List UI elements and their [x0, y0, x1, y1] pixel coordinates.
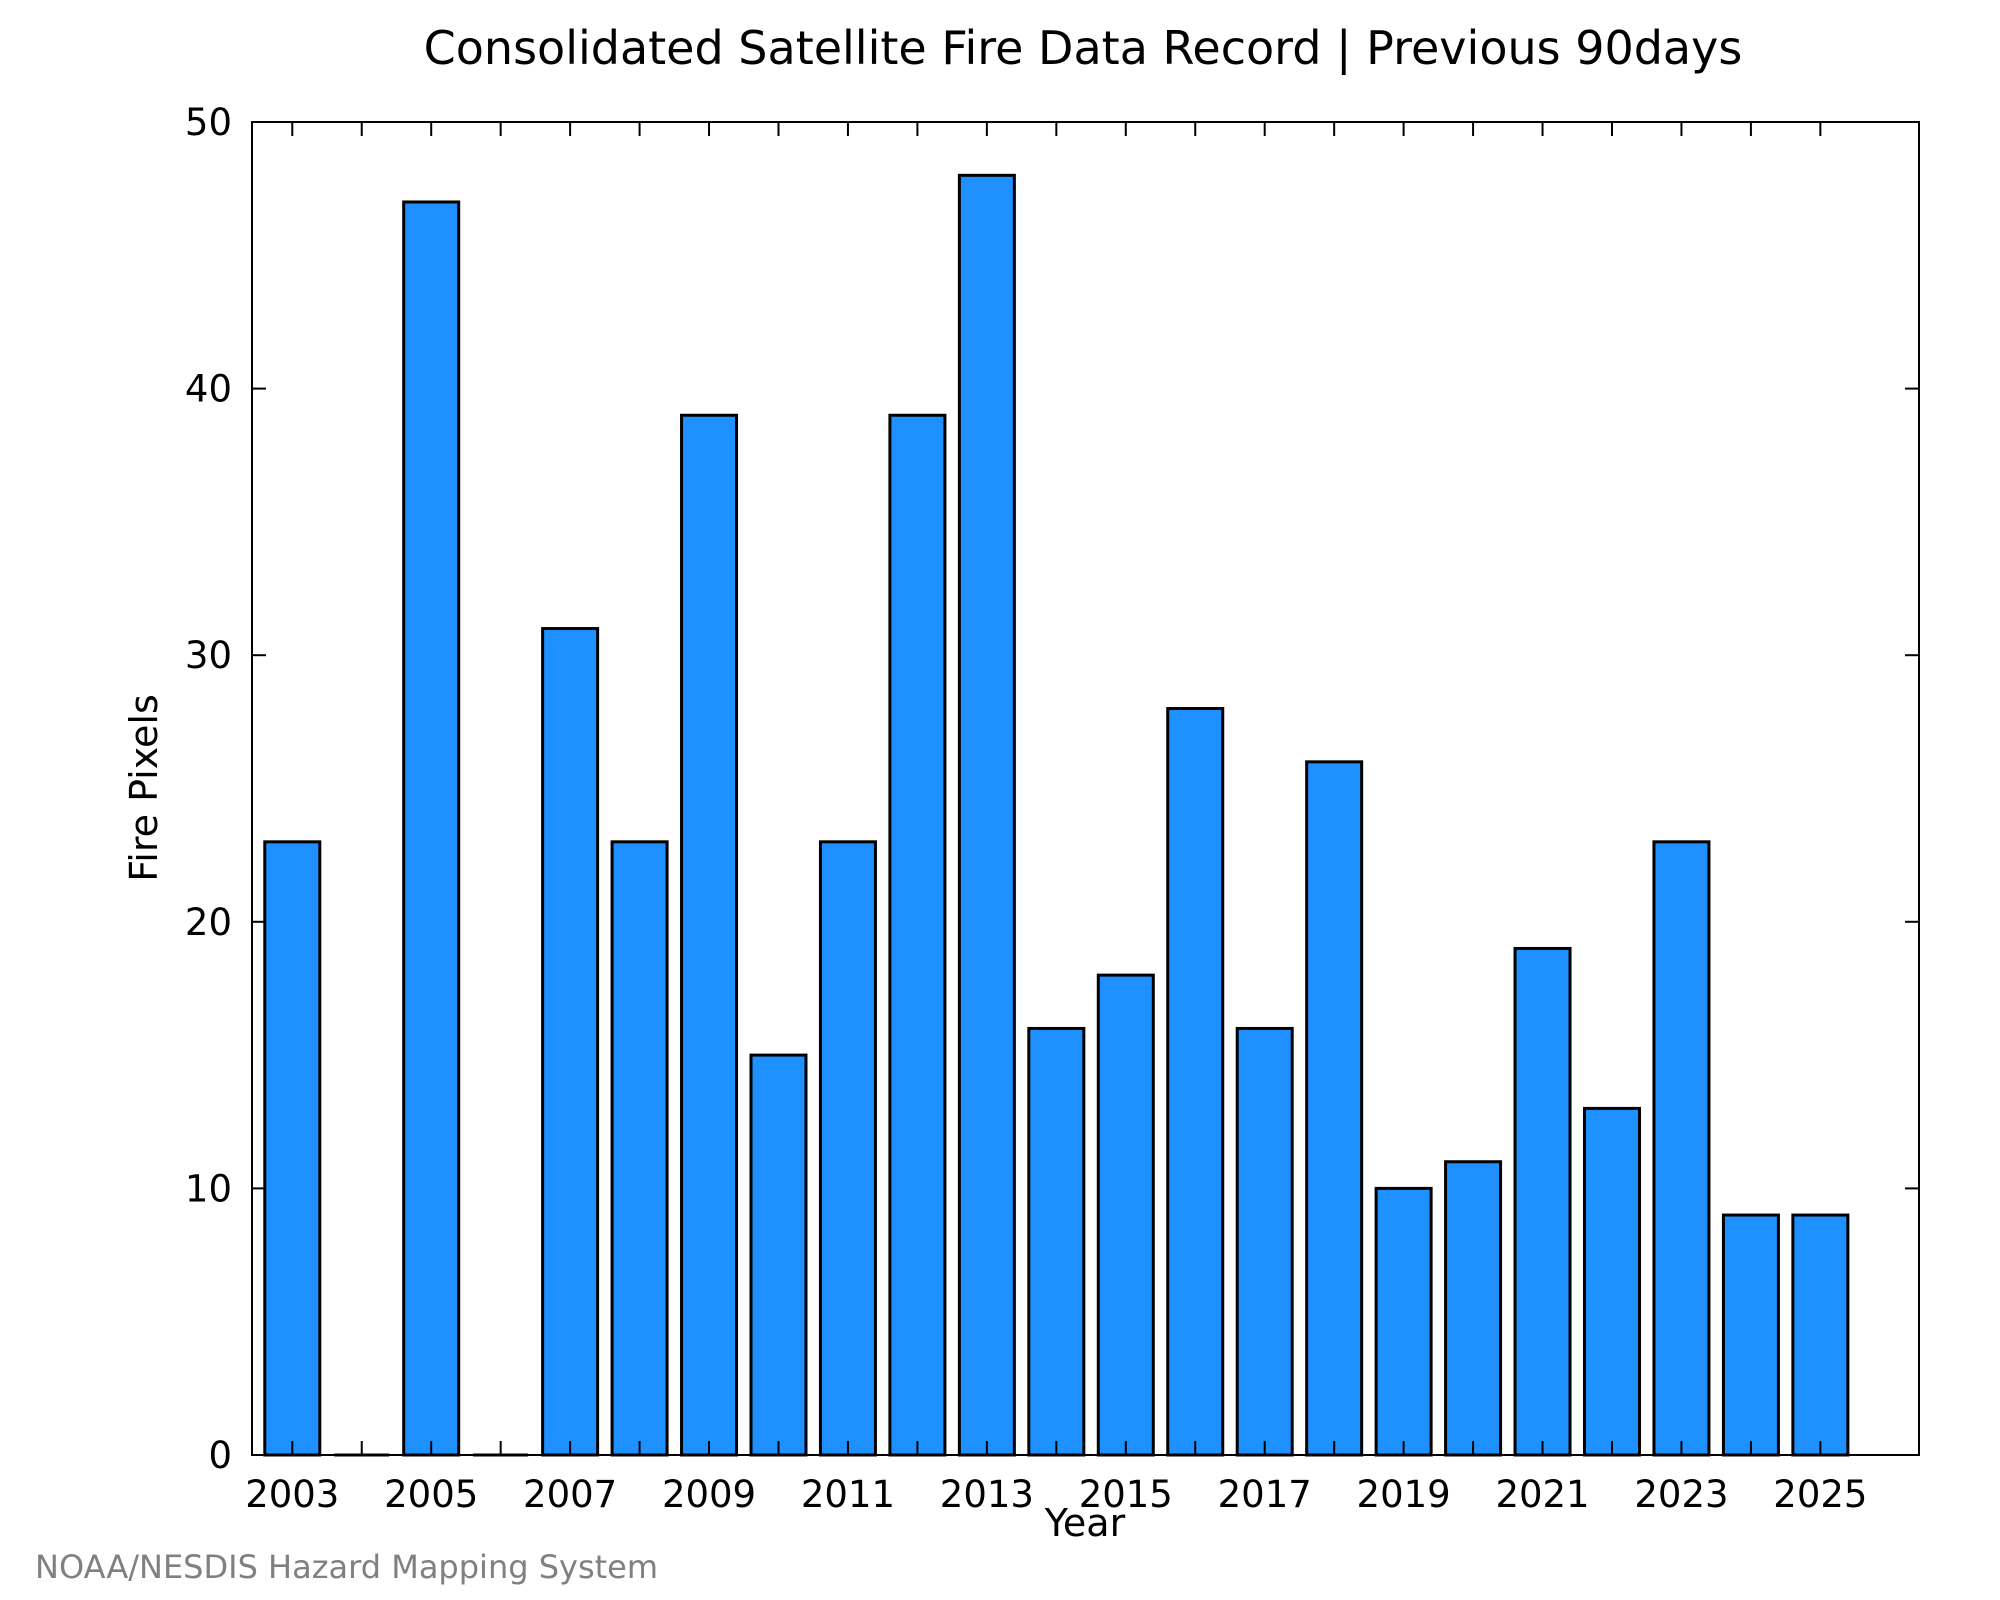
bar-2020	[1444, 1160, 1503, 1457]
bar-2009	[680, 413, 739, 1457]
bar-2003	[263, 840, 322, 1457]
bar-series	[263, 173, 1850, 1457]
x-tick-label: 2019	[1357, 1473, 1451, 1516]
y-tick-label: 0	[208, 1434, 232, 1477]
bar-2021	[1513, 946, 1572, 1457]
y-axis-ticks: 0 10 20 30 40 50	[185, 101, 1919, 1477]
bar-2025	[1791, 1213, 1850, 1457]
x-tick-label: 2021	[1495, 1473, 1589, 1516]
bar-2024	[1721, 1213, 1780, 1457]
bar-2008	[610, 840, 669, 1457]
bar-2022	[1582, 1106, 1641, 1457]
bar-2016	[1166, 707, 1225, 1457]
x-tick-label: 2015	[1079, 1473, 1173, 1516]
y-tick-label: 50	[185, 101, 232, 144]
y-tick-label: 20	[185, 901, 232, 944]
bar-2010	[749, 1053, 808, 1457]
y-axis-label: Fire Pixels	[122, 694, 166, 882]
x-tick-label: 2007	[523, 1473, 617, 1516]
bar-2007	[541, 627, 600, 1457]
bar-2023	[1652, 840, 1711, 1457]
x-tick-label: 2003	[245, 1473, 339, 1516]
bar-2014	[1027, 1026, 1086, 1457]
x-tick-label: 2025	[1773, 1473, 1867, 1516]
bar-2012	[888, 413, 947, 1457]
y-tick-label: 10	[185, 1167, 232, 1210]
credit-text: NOAA/NESDIS Hazard Mapping System	[35, 1548, 658, 1586]
x-tick-label: 2023	[1634, 1473, 1728, 1516]
bar-2005	[402, 200, 461, 1457]
x-tick-label: 2013	[940, 1473, 1034, 1516]
plot-area	[251, 121, 1920, 1456]
y-tick-label: 40	[185, 368, 232, 411]
y-tick-label: 30	[185, 634, 232, 677]
x-tick-label: 2005	[384, 1473, 478, 1516]
x-axis-ticks: 2003 2005 2007 2009 2011 2013 2015 2017 2019 2021…	[245, 122, 1867, 1516]
bar-2019	[1374, 1186, 1433, 1457]
bar-2015	[1096, 973, 1155, 1457]
x-tick-label: 2017	[1218, 1473, 1312, 1516]
bar-2018	[1305, 760, 1364, 1457]
chart-title: Consolidated Satellite Fire Data Record …	[424, 21, 1743, 76]
x-tick-label: 2009	[662, 1473, 756, 1516]
bar-2017	[1235, 1026, 1294, 1457]
x-tick-label: 2011	[801, 1473, 895, 1516]
bar-2013	[957, 173, 1016, 1457]
x-axis-label: Year	[1044, 1501, 1126, 1545]
bar-2011	[818, 840, 877, 1457]
